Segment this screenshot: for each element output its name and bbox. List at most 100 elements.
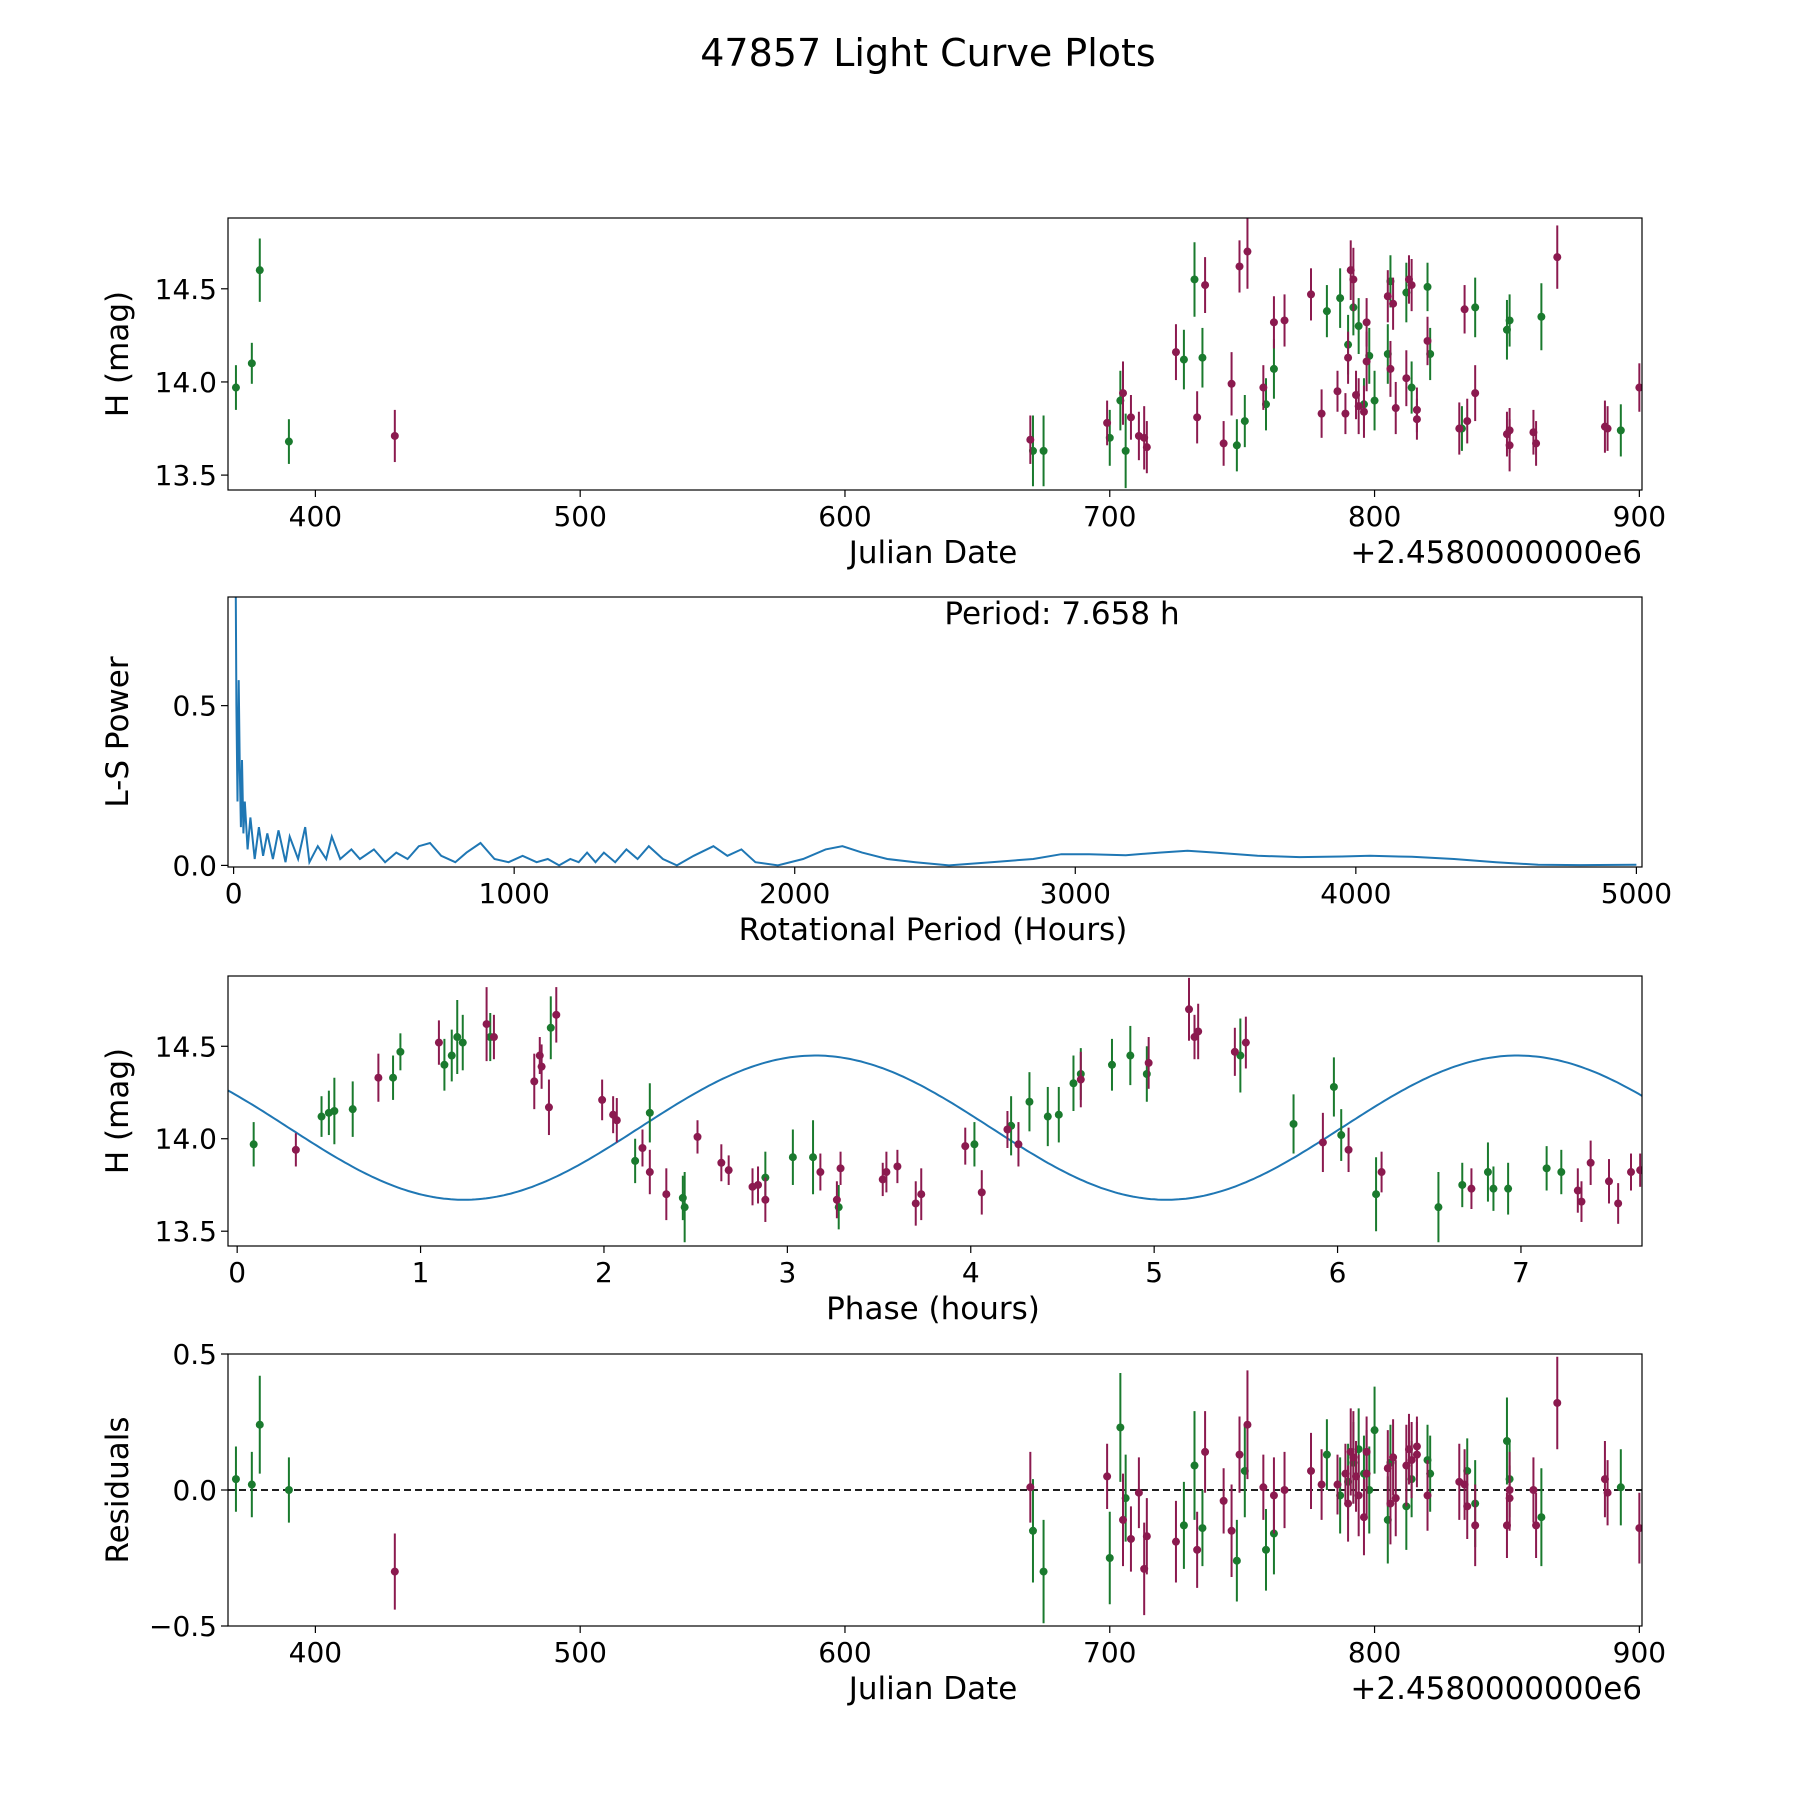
data-point-magenta <box>1026 1483 1035 1492</box>
data-point-green <box>1240 417 1249 426</box>
figure-title: 47857 Light Curve Plots <box>700 31 1155 75</box>
data-point-green <box>1121 446 1130 455</box>
data-point-magenta <box>1383 292 1392 301</box>
data-point-magenta <box>1333 1480 1342 1489</box>
data-point-green <box>1322 1450 1331 1459</box>
data-point-green <box>1190 275 1199 284</box>
axes-frame <box>227 596 1643 868</box>
data-point-magenta <box>1529 1486 1538 1494</box>
x-tick-label: 6 <box>1329 1256 1347 1289</box>
data-point-green <box>247 359 256 368</box>
data-point-magenta <box>1553 1398 1562 1407</box>
data-point-magenta <box>1377 1168 1386 1177</box>
data-point-magenta <box>1142 443 1151 452</box>
data-point-magenta <box>1362 318 1371 327</box>
y-tick-label: 0.0 <box>172 849 217 882</box>
data-point-magenta <box>1386 1499 1395 1508</box>
data-point-green <box>1232 1556 1241 1565</box>
data-point-green <box>1336 294 1345 303</box>
x-axis-label: Julian Date <box>847 1671 1018 1707</box>
data-point-green <box>1434 1203 1443 1212</box>
data-point-magenta <box>1259 1483 1268 1492</box>
data-point-green <box>1616 426 1625 435</box>
data-point-green <box>546 1023 555 1032</box>
data-point-magenta <box>882 1168 891 1177</box>
data-point-green <box>440 1060 449 1069</box>
data-point-green <box>645 1108 654 1117</box>
data-point-magenta <box>390 431 399 440</box>
data-point-magenta <box>1603 424 1612 433</box>
data-point-green <box>447 1051 456 1060</box>
x-tick-label: 400 <box>289 500 342 533</box>
data-point-magenta <box>1241 1038 1250 1047</box>
data-point-magenta <box>1604 1177 1613 1186</box>
data-point-green <box>1329 1082 1338 1091</box>
data-point-magenta <box>1003 1125 1012 1134</box>
data-point-magenta <box>1280 316 1289 325</box>
data-point-magenta <box>1577 1197 1586 1206</box>
data-point-magenta <box>1134 1488 1143 1497</box>
data-point-magenta <box>1614 1199 1623 1208</box>
data-point-green <box>231 383 240 392</box>
data-point-green <box>389 1073 398 1082</box>
y-tick-label: 13.5 <box>155 459 217 492</box>
data-point-magenta <box>1193 1545 1202 1554</box>
data-point-green <box>1054 1110 1063 1119</box>
data-point-magenta <box>1307 1466 1316 1475</box>
data-point-green <box>1039 1567 1048 1576</box>
light-curve-plot-area <box>231 218 1642 489</box>
data-point-magenta <box>662 1190 671 1199</box>
data-point-magenta <box>1317 1480 1326 1489</box>
data-point-magenta <box>1455 424 1464 433</box>
data-point-magenta <box>1349 275 1358 284</box>
data-point-magenta <box>1553 253 1562 262</box>
x-tick-label: 3 <box>778 1256 796 1289</box>
x-tick-label: 600 <box>818 1636 871 1669</box>
data-point-magenta <box>530 1077 539 1086</box>
data-point-green <box>788 1153 797 1162</box>
data-point-magenta <box>1227 379 1236 388</box>
data-point-magenta <box>754 1180 763 1189</box>
data-point-green <box>1616 1483 1625 1492</box>
data-point-magenta <box>374 1073 383 1082</box>
data-point-green <box>1407 383 1416 392</box>
data-point-green <box>1423 282 1432 291</box>
data-point-green <box>1261 1545 1270 1554</box>
data-point-green <box>1471 303 1480 312</box>
y-tick-label: 0.5 <box>172 1338 217 1371</box>
axes-frame <box>227 217 1643 491</box>
data-point-green <box>1322 307 1331 316</box>
data-point-green <box>247 1480 256 1489</box>
data-point-green <box>1198 1524 1207 1533</box>
x-tick-label: 2000 <box>759 877 830 910</box>
data-point-magenta <box>1333 387 1342 396</box>
data-point-green <box>348 1105 357 1114</box>
y-tick-label: 0.5 <box>172 690 217 723</box>
data-point-green <box>249 1140 258 1149</box>
y-tick-label: 13.5 <box>155 1215 217 1248</box>
data-point-magenta <box>1532 439 1541 448</box>
data-point-magenta <box>1269 1491 1278 1500</box>
panel-periodogram: 0 1000 2000 3000 4000 5000 0.0 0.5 Rotational Pe… <box>100 596 1672 948</box>
data-point-green <box>1354 322 1363 331</box>
data-point-green <box>1504 1184 1513 1193</box>
x-offset-text: +2.4580000000e6 <box>1350 535 1642 571</box>
data-point-magenta <box>1471 1521 1480 1530</box>
x-axis-label: Phase (hours) <box>826 1291 1040 1327</box>
x-tick-label: 800 <box>1348 500 1401 533</box>
data-point-green <box>1337 1131 1346 1140</box>
data-point-magenta <box>1307 290 1316 299</box>
data-point-green <box>970 1140 979 1149</box>
data-point-magenta <box>1636 1166 1642 1175</box>
data-point-green <box>317 1112 326 1121</box>
data-point-green <box>631 1156 640 1165</box>
data-point-magenta <box>1201 1447 1210 1456</box>
data-point-magenta <box>1171 1537 1180 1546</box>
x-tick-label: 600 <box>818 500 871 533</box>
x-axis-label: Rotational Period (Hours) <box>739 912 1128 948</box>
data-point-magenta <box>1423 336 1432 345</box>
data-point-green <box>1483 1168 1492 1177</box>
x-tick-label: 4000 <box>1320 877 1391 910</box>
data-point-green <box>1190 1461 1199 1470</box>
